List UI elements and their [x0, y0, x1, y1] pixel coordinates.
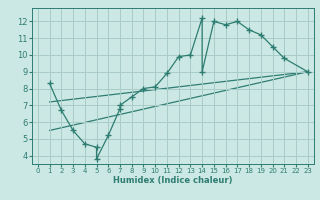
X-axis label: Humidex (Indice chaleur): Humidex (Indice chaleur) [113, 176, 233, 185]
